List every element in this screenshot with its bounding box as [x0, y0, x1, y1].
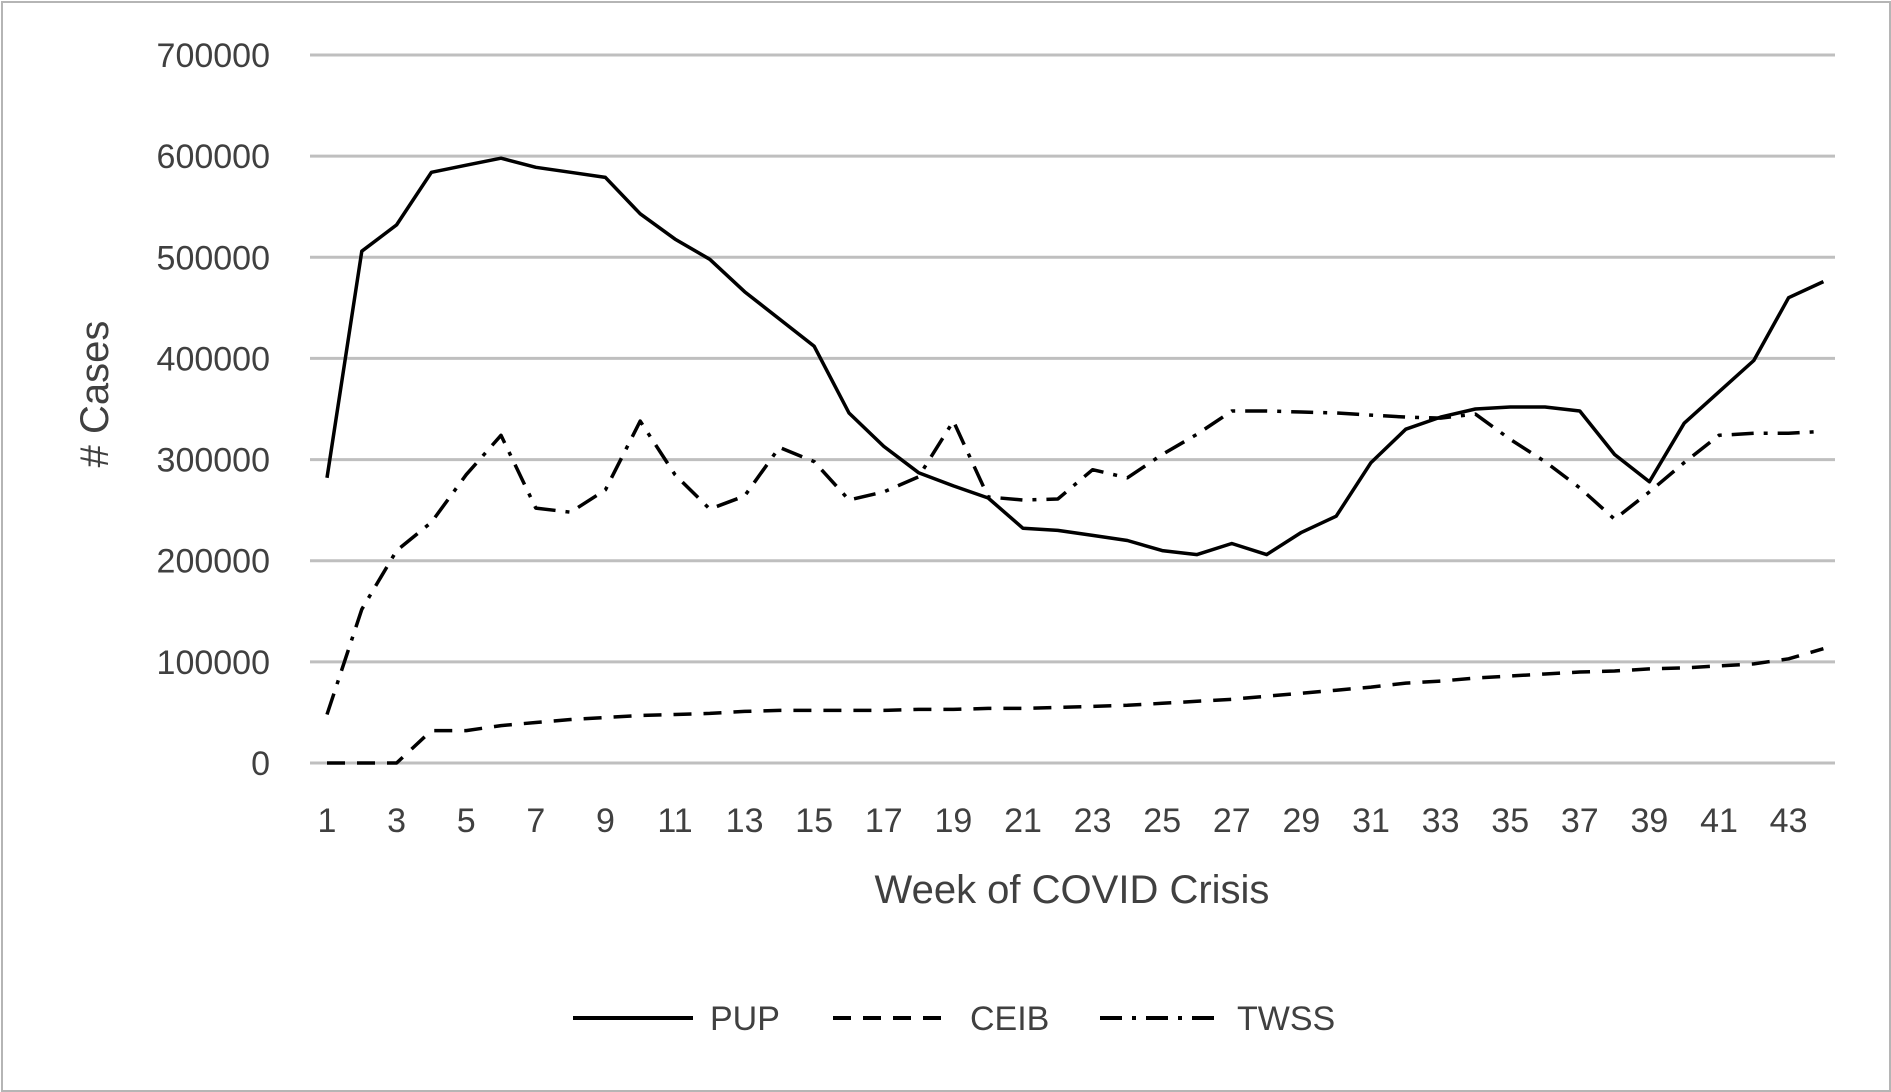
series-line-pup — [325, 156, 1825, 557]
legend-label-ceib: CEIB — [970, 1000, 1049, 1038]
y-tick-label: 100000 — [157, 644, 270, 682]
y-axis-title: # Cases — [73, 321, 117, 468]
y-tick-label: 700000 — [157, 37, 270, 75]
x-tick-label: 23 — [1074, 802, 1112, 840]
x-tick-label: 29 — [1282, 802, 1320, 840]
series-line-ceib — [327, 647, 1824, 765]
x-tick-label: 25 — [1143, 802, 1181, 840]
x-tick-label: 13 — [726, 802, 764, 840]
x-tick-label: 35 — [1491, 802, 1529, 840]
x-tick-label: 27 — [1213, 802, 1251, 840]
legend: PUP CEIB TWSS — [573, 1000, 1335, 1038]
gridlines — [310, 53, 1835, 765]
x-tick-label: 17 — [865, 802, 903, 840]
x-axis-ticks: 1 3 5 7 9 11 13 15 17 19 21 23 25 27 29 31 33 35 37 39 41 43 — [318, 802, 1808, 840]
y-tick-label: 300000 — [157, 442, 270, 480]
series-lines — [325, 156, 1825, 765]
y-tick-label: 0 — [251, 745, 270, 783]
x-tick-label: 33 — [1422, 802, 1460, 840]
x-tick-label: 15 — [795, 802, 833, 840]
y-tick-label: 500000 — [157, 239, 270, 277]
x-tick-label: 41 — [1700, 802, 1738, 840]
x-tick-label: 31 — [1352, 802, 1390, 840]
y-tick-label: 600000 — [157, 138, 270, 176]
x-tick-label: 9 — [596, 802, 615, 840]
x-tick-label: 1 — [318, 802, 337, 840]
x-tick-label: 39 — [1630, 802, 1668, 840]
x-tick-label: 37 — [1561, 802, 1599, 840]
x-tick-label: 7 — [526, 802, 545, 840]
x-tick-label: 5 — [457, 802, 476, 840]
x-axis-title: Week of COVID Crisis — [875, 868, 1270, 912]
legend-label-pup: PUP — [710, 1000, 780, 1038]
series-line-twss — [325, 409, 1824, 716]
y-tick-label: 200000 — [157, 543, 270, 581]
x-tick-label: 19 — [934, 802, 972, 840]
legend-label-twss: TWSS — [1237, 1000, 1335, 1038]
y-axis-ticks: 0 100000 200000 300000 400000 500000 600000 700… — [157, 37, 270, 783]
x-tick-label: 21 — [1004, 802, 1042, 840]
x-tick-label: 43 — [1770, 802, 1808, 840]
x-tick-label: 11 — [657, 802, 692, 840]
y-tick-label: 400000 — [157, 340, 270, 378]
x-tick-label: 3 — [387, 802, 406, 840]
